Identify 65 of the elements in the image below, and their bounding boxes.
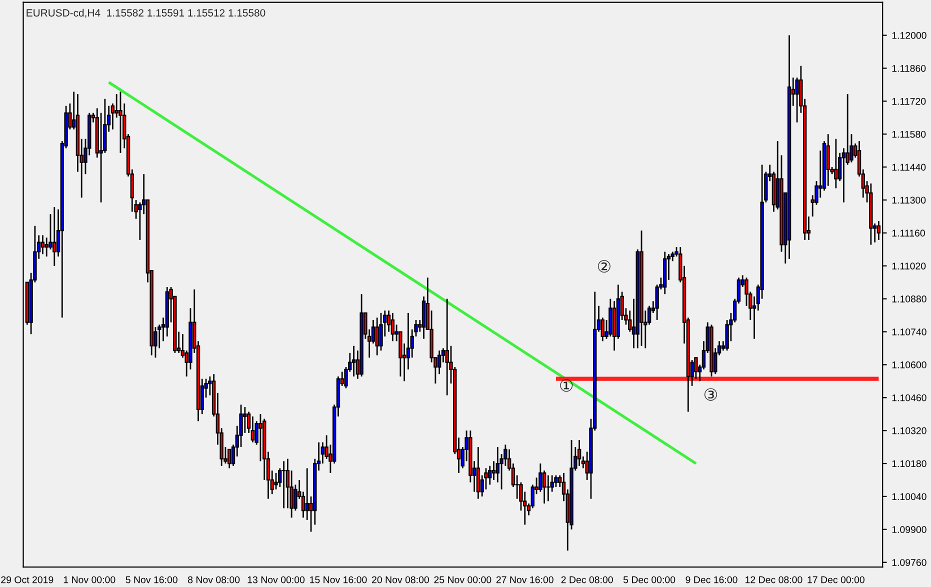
y-tick-label: 1.11020 bbox=[892, 262, 926, 270]
y-tick-label: 1.10460 bbox=[892, 394, 926, 402]
candlestick bbox=[274, 472, 278, 490]
candlestick bbox=[445, 298, 449, 396]
y-tick-label: 1.10180 bbox=[892, 460, 926, 468]
y-tick-label: 1.10600 bbox=[892, 361, 926, 368]
x-tick-label: 9 Dec 16:00 bbox=[686, 576, 738, 584]
annotation: ③ bbox=[704, 388, 717, 401]
candlestick bbox=[554, 474, 558, 488]
y-tick-label: 1.11580 bbox=[892, 130, 926, 138]
x-tick-label: 5 Dec 00:00 bbox=[623, 576, 676, 584]
candlestick bbox=[834, 138, 838, 189]
candlestick bbox=[44, 236, 48, 258]
candlestick bbox=[250, 416, 255, 444]
y-tick-label: 1.10040 bbox=[892, 493, 926, 500]
y-tick-label: 1.11160 bbox=[892, 230, 925, 237]
x-tick-label: 8 Nov 08:00 bbox=[188, 576, 240, 584]
x-tick-label: 5 Nov 16:00 bbox=[126, 576, 178, 584]
y-tick-label: 1.10740 bbox=[892, 328, 926, 336]
x-tick-label: 29 Oct 2019 bbox=[1, 576, 54, 584]
candlestick bbox=[294, 484, 298, 512]
candlestick bbox=[577, 439, 582, 467]
x-tick-label: 20 Nov 08:00 bbox=[372, 576, 429, 584]
candlestick bbox=[488, 465, 492, 486]
candlestick bbox=[379, 312, 383, 352]
y-tick-label: 1.11860 bbox=[892, 64, 926, 72]
annotation: ② bbox=[598, 260, 610, 273]
x-tick-label: 12 Dec 08:00 bbox=[746, 576, 802, 584]
candlestick bbox=[228, 448, 232, 469]
candlestick bbox=[546, 474, 550, 502]
candlestick bbox=[305, 468, 309, 521]
y-tick-label: 1.11300 bbox=[892, 196, 926, 204]
y-tick-label: 1.11720 bbox=[892, 98, 926, 105]
candlestick bbox=[375, 316, 379, 356]
candlestick bbox=[243, 406, 247, 434]
candlestick bbox=[118, 91, 122, 154]
candlestick bbox=[795, 76, 799, 124]
candlestick bbox=[352, 345, 356, 378]
x-tick-label: 25 Nov 00:00 bbox=[434, 576, 492, 584]
x-tick-label: 15 Nov 16:00 bbox=[310, 576, 367, 584]
candlestick bbox=[40, 234, 45, 255]
candlestick bbox=[842, 148, 846, 204]
y-tick-label: 1.10880 bbox=[892, 296, 926, 302]
candlestick bbox=[52, 206, 56, 267]
candlestick bbox=[390, 312, 394, 342]
x-tick-label: 1 Nov 00:00 bbox=[64, 576, 116, 584]
x-tick-label: 27 Nov 16:00 bbox=[496, 576, 554, 584]
candlestick bbox=[492, 460, 496, 481]
candlestick bbox=[258, 413, 262, 462]
y-tick-label: 1.09900 bbox=[892, 526, 926, 534]
candlestick bbox=[542, 470, 546, 504]
annotation: ① bbox=[560, 379, 573, 392]
candlestick bbox=[476, 446, 480, 500]
text: EURUSD-cd,H4 1.15582 1.15591 1.15512 1.15580 bbox=[26, 8, 266, 18]
y-tick-label: 1.10320 bbox=[892, 427, 926, 434]
candlestick bbox=[282, 460, 286, 509]
x-tick-label: 17 Dec 00:00 bbox=[808, 576, 864, 584]
y-tick-label: 1.09760 bbox=[892, 559, 926, 566]
candlestick bbox=[437, 350, 442, 375]
y-tick-label: 1.11440 bbox=[892, 164, 926, 171]
candlestick bbox=[114, 93, 118, 118]
candlestick bbox=[826, 133, 830, 187]
x-tick-label: 13 Nov 00:00 bbox=[248, 576, 305, 584]
x-tick-label: 2 Dec 08:00 bbox=[561, 576, 613, 584]
y-tick-label: 1.12000 bbox=[892, 32, 926, 39]
